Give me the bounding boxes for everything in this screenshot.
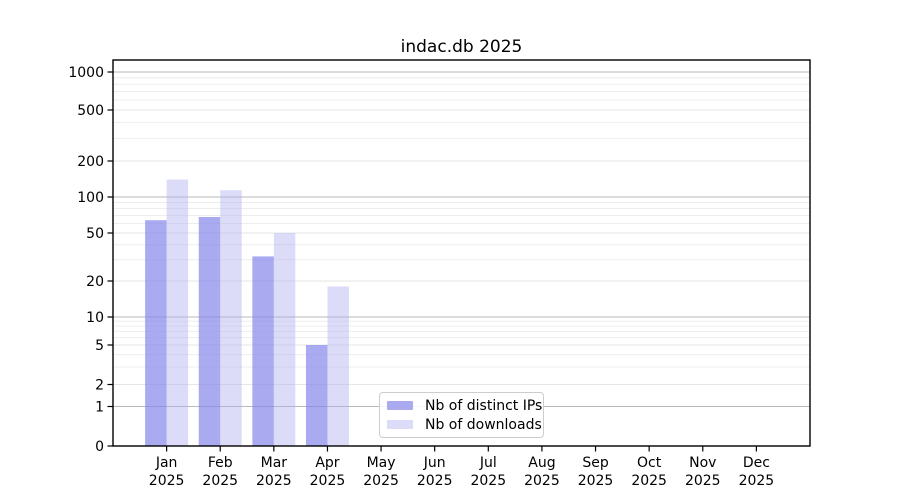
x-label-year-jul: 2025 bbox=[470, 473, 506, 489]
y-tick-label-1: 1 bbox=[95, 400, 104, 416]
legend: Nb of distinct IPs Nb of downloads bbox=[379, 392, 544, 438]
x-label-year-jun: 2025 bbox=[417, 473, 453, 489]
x-label-month-oct: Oct bbox=[637, 455, 662, 471]
bar-downloads-apr bbox=[327, 286, 349, 446]
x-label-year-dec: 2025 bbox=[739, 473, 775, 489]
x-label-year-mar: 2025 bbox=[256, 473, 292, 489]
bar-downloads-feb bbox=[220, 190, 242, 446]
x-label-year-jan: 2025 bbox=[149, 473, 185, 489]
legend-swatch-downloads bbox=[387, 419, 413, 430]
y-tick-label-50: 50 bbox=[86, 226, 104, 242]
y-tick-label-10: 10 bbox=[86, 310, 104, 326]
y-tick-label-5: 5 bbox=[95, 338, 104, 354]
x-label-month-mar: Mar bbox=[261, 455, 288, 471]
legend-label-distinct-ips: Nb of distinct IPs bbox=[425, 397, 543, 414]
x-label-year-sep: 2025 bbox=[578, 473, 614, 489]
bar-distinct-ips-jan bbox=[145, 220, 167, 446]
y-tick-label-0: 0 bbox=[95, 439, 104, 455]
chart-title: indac.db 2025 bbox=[400, 37, 523, 57]
x-label-year-feb: 2025 bbox=[202, 473, 238, 489]
y-tick-label-20: 20 bbox=[86, 274, 104, 290]
x-label-year-apr: 2025 bbox=[310, 473, 346, 489]
bar-downloads-jan bbox=[166, 179, 189, 446]
legend-label-downloads: Nb of downloads bbox=[425, 416, 542, 433]
x-label-year-oct: 2025 bbox=[631, 473, 667, 489]
legend-item-downloads: Nb of downloads bbox=[387, 415, 542, 434]
x-label-month-apr: Apr bbox=[315, 455, 339, 471]
x-label-year-nov: 2025 bbox=[685, 473, 721, 489]
y-tick-label-2: 2 bbox=[95, 378, 104, 394]
x-label-month-nov: Nov bbox=[689, 455, 716, 471]
legend-swatch-distinct-ips bbox=[387, 400, 413, 411]
bar-distinct-ips-apr bbox=[305, 345, 328, 446]
bar-downloads-mar bbox=[273, 233, 296, 446]
x-label-month-aug: Aug bbox=[528, 455, 555, 471]
x-label-year-may: 2025 bbox=[363, 473, 399, 489]
x-label-month-dec: Dec bbox=[743, 455, 770, 471]
x-label-month-sep: Sep bbox=[582, 455, 609, 471]
y-tick-label-1000: 1000 bbox=[68, 65, 104, 81]
y-tick-label-200: 200 bbox=[77, 154, 104, 170]
plot-frame bbox=[112, 59, 811, 447]
bar-distinct-ips-mar bbox=[252, 256, 274, 446]
x-label-month-jul: Jul bbox=[479, 455, 497, 471]
y-tick-label-100: 100 bbox=[77, 190, 104, 206]
x-label-month-feb: Feb bbox=[208, 455, 233, 471]
x-label-month-jun: Jun bbox=[423, 455, 446, 471]
x-label-month-jan: Jan bbox=[155, 455, 178, 471]
x-label-month-may: May bbox=[367, 455, 396, 471]
y-tick-label-500: 500 bbox=[77, 103, 104, 119]
bar-distinct-ips-feb bbox=[198, 217, 221, 446]
legend-item-distinct-ips: Nb of distinct IPs bbox=[387, 396, 542, 415]
x-label-year-aug: 2025 bbox=[524, 473, 560, 489]
